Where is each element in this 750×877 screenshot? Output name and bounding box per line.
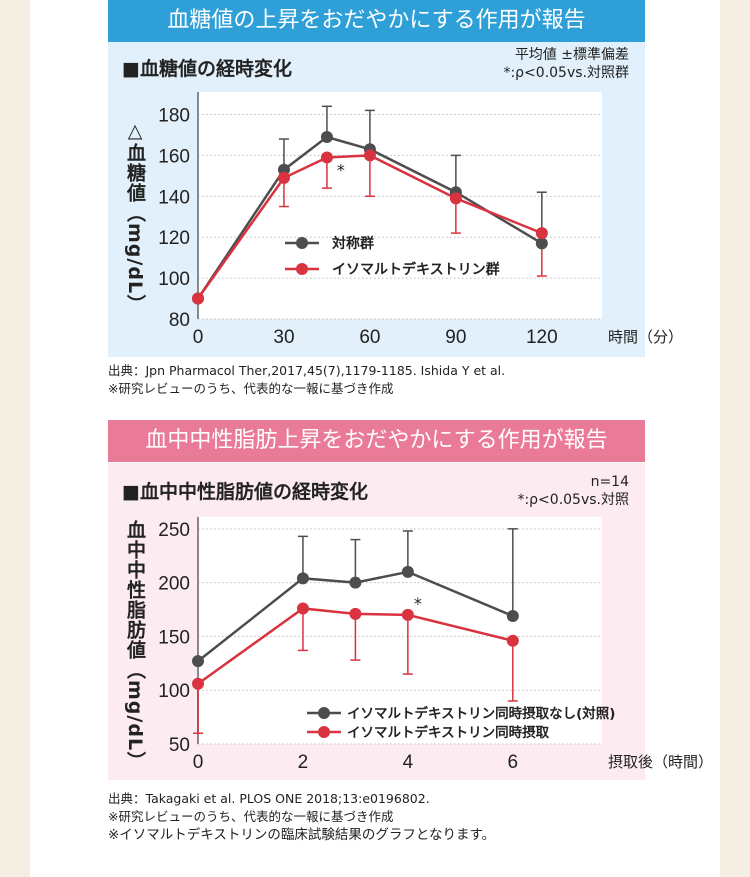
plot-area bbox=[198, 517, 602, 744]
data-point bbox=[349, 607, 362, 620]
chart1-title: ■血糖値の経時変化 bbox=[122, 58, 292, 80]
data-point bbox=[535, 227, 548, 240]
data-point bbox=[320, 151, 333, 164]
y-tick-label: 250 bbox=[158, 520, 190, 541]
series-line bbox=[196, 135, 543, 300]
x-tick-label: 30 bbox=[273, 327, 294, 348]
x-tick-label: 60 bbox=[359, 327, 380, 348]
y-tick-label: 150 bbox=[158, 627, 190, 648]
chart2-source: 出典：Takagaki et al. PLOS ONE 2018;13:e019… bbox=[108, 790, 495, 844]
data-point bbox=[192, 655, 204, 668]
chart1-note-line: 平均値 ±標準偏差 bbox=[514, 47, 629, 63]
source-line: ※研究レビューのうち、代表的な一報に基づき作成 bbox=[108, 809, 394, 824]
x-tick-label: 2 bbox=[298, 752, 309, 773]
data-point bbox=[192, 677, 204, 690]
legend-marker bbox=[296, 263, 308, 275]
data-point bbox=[535, 237, 548, 250]
x-tick-label: 0 bbox=[193, 327, 204, 348]
source-line: ※イソマルトデキストリンの臨床試験結果のグラフとなります。 bbox=[108, 827, 496, 843]
data-point bbox=[449, 192, 462, 205]
chart1-note: 平均値 ±標準偏差 *:ρ<0.05vs.対照群 bbox=[503, 46, 629, 82]
significance-marker: * bbox=[337, 160, 345, 179]
y-tick-label: 50 bbox=[169, 735, 190, 756]
chart2-y-axis-label: 血中中性脂肪値（mg/dL） bbox=[124, 520, 146, 772]
legend-label: イソマルトデキストリン同時摂取なし(対照) bbox=[347, 705, 615, 722]
chart2-note-line: *:ρ<0.05vs.対照 bbox=[517, 492, 629, 508]
source-line: ※研究レビューのうち、代表的な一報に基づき作成 bbox=[108, 381, 394, 396]
chart1-y-axis-label: △血糖値（mg/dL） bbox=[124, 120, 146, 315]
x-tick-label: 120 bbox=[526, 327, 558, 348]
x-tick-label: 0 bbox=[193, 752, 204, 773]
y-tick-label: 140 bbox=[158, 187, 190, 208]
x-tick-label: 4 bbox=[403, 752, 414, 773]
x-axis-label: 摂取後（時間） bbox=[608, 753, 713, 771]
legend-marker bbox=[318, 726, 330, 738]
series-line bbox=[196, 154, 543, 300]
data-point bbox=[277, 171, 290, 184]
legend-label: 対称群 bbox=[331, 235, 374, 252]
legend-marker bbox=[318, 707, 330, 719]
data-point bbox=[363, 149, 376, 162]
x-tick-label: 6 bbox=[508, 752, 519, 773]
significance-marker: * bbox=[414, 594, 422, 613]
y-tick-label: 80 bbox=[169, 310, 190, 331]
y-tick-label: 120 bbox=[158, 228, 190, 249]
data-point bbox=[296, 572, 309, 585]
legend-label: イソマルトデキストリン同時摂取 bbox=[347, 724, 550, 741]
y-tick-label: 100 bbox=[158, 681, 190, 702]
source-line: 出典：Takagaki et al. PLOS ONE 2018;13:e019… bbox=[108, 791, 430, 806]
y-tick-label: 160 bbox=[158, 146, 190, 167]
source-line: 出典：Jpn Pharmacol Ther,2017,45(7),1179-11… bbox=[108, 363, 506, 378]
data-point bbox=[320, 130, 333, 143]
y-tick-label: 200 bbox=[158, 574, 190, 595]
chart2-title: ■血中中性脂肪値の経時変化 bbox=[122, 481, 368, 503]
chart2-note: n=14 *:ρ<0.05vs.対照 bbox=[517, 473, 629, 509]
data-point bbox=[192, 292, 204, 305]
section2-header: 血中中性脂肪上昇をおだやかにする作用が報告 bbox=[108, 420, 645, 462]
chart1-source: 出典：Jpn Pharmacol Ther,2017,45(7),1179-11… bbox=[108, 362, 505, 398]
legend-label: イソマルトデキストリン群 bbox=[332, 261, 500, 278]
data-point bbox=[401, 608, 414, 621]
chart1-note-line: *:ρ<0.05vs.対照群 bbox=[503, 65, 629, 81]
data-point bbox=[506, 634, 519, 647]
data-point bbox=[506, 609, 519, 622]
y-tick-label: 180 bbox=[158, 105, 190, 126]
legend-marker bbox=[296, 237, 308, 249]
y-tick-label: 100 bbox=[158, 269, 190, 290]
data-point bbox=[401, 565, 414, 578]
data-point bbox=[349, 576, 362, 589]
section1-header: 血糖値の上昇をおだやかにする作用が報告 bbox=[108, 0, 645, 42]
data-point bbox=[296, 602, 309, 615]
x-axis-label: 時間（分） bbox=[608, 328, 683, 346]
x-tick-label: 90 bbox=[445, 327, 466, 348]
chart2-note-line: n=14 bbox=[590, 474, 629, 490]
